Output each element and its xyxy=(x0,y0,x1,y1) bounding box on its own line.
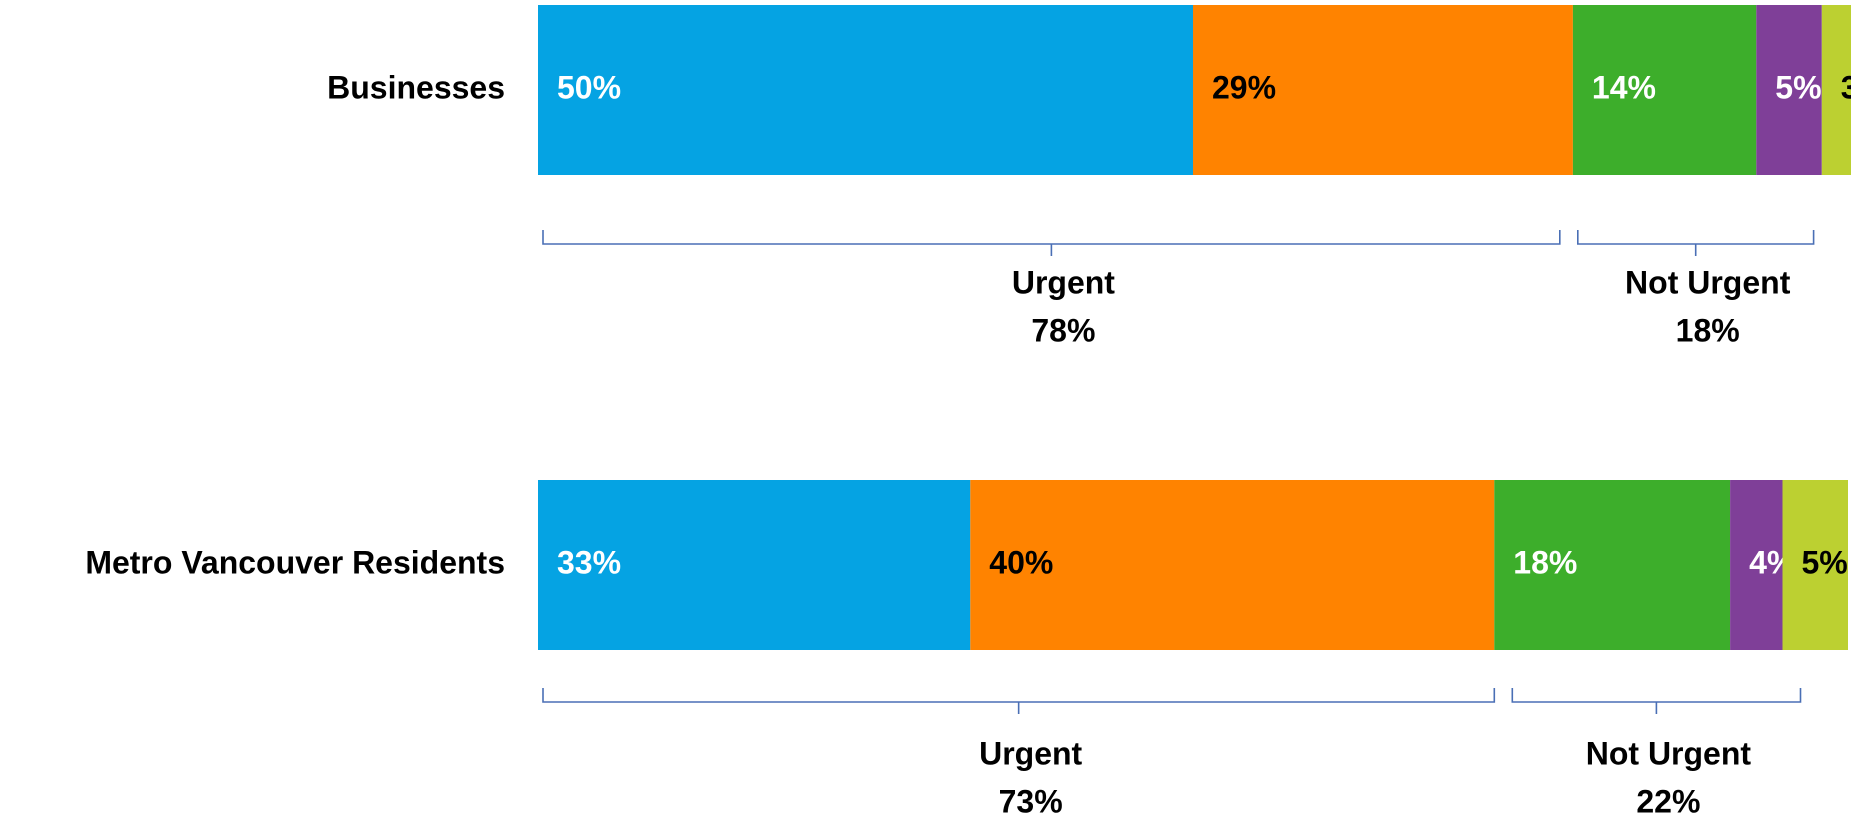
group-bracket xyxy=(1577,230,1815,256)
bar-segment xyxy=(1756,5,1822,175)
group-label: Not Urgent xyxy=(1625,264,1791,300)
group-value: 73% xyxy=(999,783,1063,819)
data-label: 40% xyxy=(989,544,1053,580)
bar-segment xyxy=(970,480,1495,650)
group-bracket xyxy=(542,230,1561,256)
bar-segment xyxy=(538,480,971,650)
category-label: Metro Vancouver Residents xyxy=(85,544,505,580)
group-value: 18% xyxy=(1676,312,1740,348)
bar-segment xyxy=(1730,480,1783,650)
group-label: Urgent xyxy=(1012,264,1115,300)
bar-segment xyxy=(1821,5,1851,175)
category-label: Businesses xyxy=(327,69,505,105)
data-label: 50% xyxy=(557,69,621,105)
group-bracket xyxy=(542,688,1496,714)
bar-segment xyxy=(1494,480,1731,650)
bar-segment xyxy=(538,5,1193,175)
group-label: Not Urgent xyxy=(1586,735,1752,771)
group-label: Urgent xyxy=(979,735,1082,771)
group-value: 78% xyxy=(1031,312,1095,348)
data-label: 3% xyxy=(1841,69,1851,105)
bar-segment xyxy=(1782,480,1848,650)
data-label: 5% xyxy=(1775,69,1821,105)
data-label: 33% xyxy=(557,544,621,580)
data-label: 29% xyxy=(1212,69,1276,105)
data-label: 14% xyxy=(1592,69,1656,105)
data-label: 5% xyxy=(1802,544,1848,580)
bar-segment xyxy=(1193,5,1573,175)
data-label: 18% xyxy=(1513,544,1577,580)
group-bracket xyxy=(1511,688,1802,714)
bar-segment xyxy=(1572,5,1757,175)
group-value: 22% xyxy=(1636,783,1700,819)
